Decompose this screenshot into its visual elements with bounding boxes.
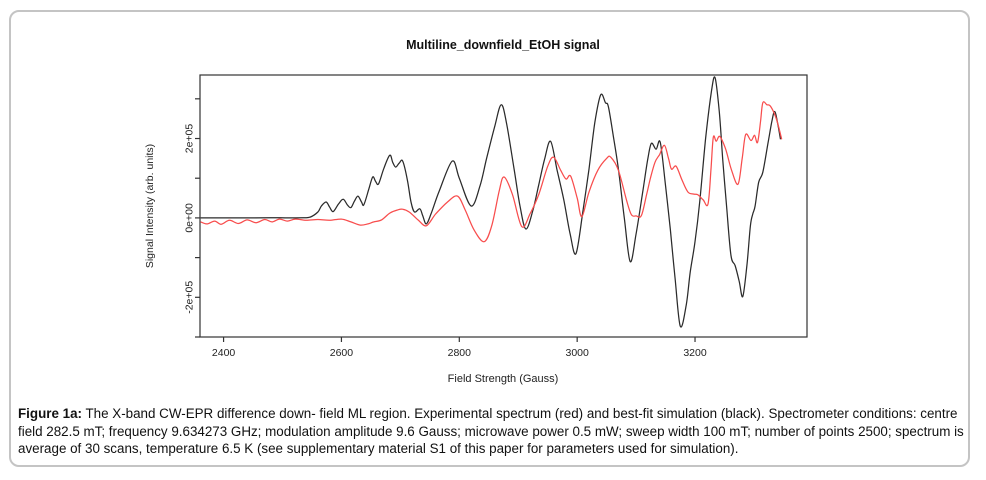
chart-title: Multiline_downfield_EtOH signal [406, 38, 600, 52]
epr-spectrum-chart: Multiline_downfield_EtOH signal 2400 2600… [144, 38, 808, 385]
x-tick-label: 2400 [212, 347, 236, 359]
caption-text: The X-band CW-EPR difference down- field… [18, 406, 964, 457]
caption-label: Figure 1a: [18, 406, 82, 421]
x-tick-label: 3000 [565, 347, 589, 359]
series-simulation-black [200, 76, 782, 328]
figure-caption: Figure 1a: The X-band CW-EPR difference … [18, 405, 964, 458]
figure-panel [9, 10, 970, 467]
x-tick-label: 2800 [448, 347, 472, 359]
plot-frame [199, 74, 808, 338]
y-axis-label: Signal Intensity (arb. units) [144, 144, 156, 268]
spectrum-curves [200, 76, 783, 328]
x-axis-label: Field Strength (Gauss) [448, 373, 559, 385]
x-tick-label: 3200 [683, 347, 707, 359]
y-tick-label: 2e+05 [184, 124, 196, 154]
y-axis-ticks: 2e+05 0e+00 -2e+05 [184, 98, 200, 338]
x-axis-ticks: 2400 2600 2800 3000 3200 [212, 337, 707, 359]
y-tick-label: -2e+05 [184, 281, 196, 314]
x-tick-label: 2600 [330, 347, 354, 359]
y-tick-label: 0e+00 [184, 203, 196, 233]
series-experimental-red [200, 101, 783, 243]
